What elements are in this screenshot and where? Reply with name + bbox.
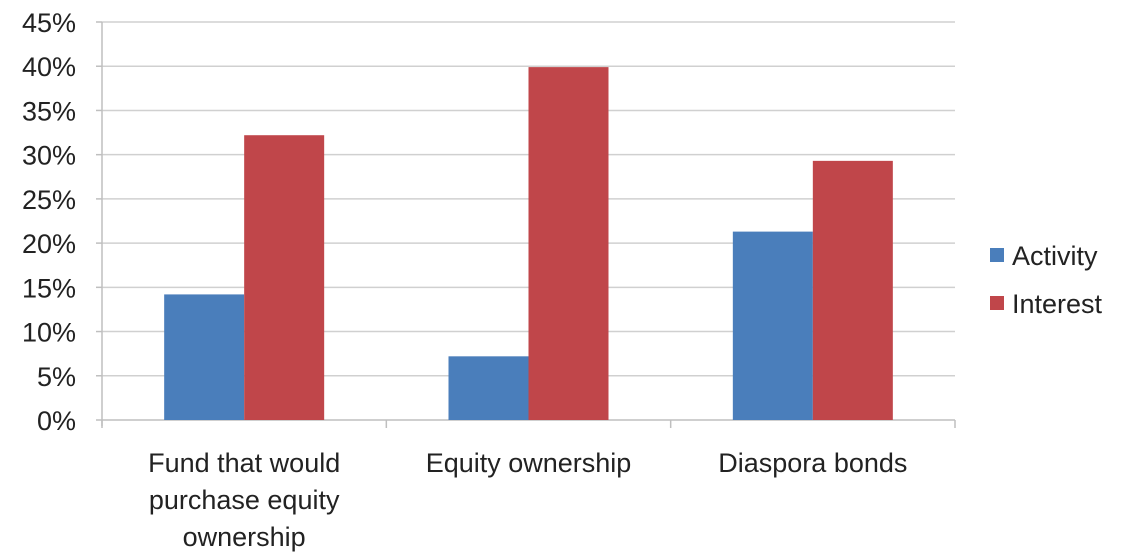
- y-tick-label: 15%: [22, 273, 76, 303]
- legend-label-interest: Interest: [1012, 289, 1103, 319]
- x-category-label: Equity ownership: [426, 448, 632, 478]
- y-tick-label: 40%: [22, 52, 76, 82]
- x-category-label: Diaspora bonds: [718, 448, 907, 478]
- y-tick-label: 10%: [22, 318, 76, 348]
- y-tick-label: 5%: [37, 362, 76, 392]
- y-tick-label: 35%: [22, 96, 76, 126]
- y-tick-label: 30%: [22, 141, 76, 171]
- y-axis-tick-labels: 0% 5% 10% 15% 20% 25% 30% 35% 40% 45%: [22, 8, 76, 436]
- bar-interest: [244, 135, 325, 420]
- bars: [164, 67, 893, 421]
- legend: Activity Interest: [990, 241, 1103, 319]
- y-tick-label: 20%: [22, 229, 76, 259]
- y-tick-label: 0%: [37, 406, 76, 436]
- bar-activity: [164, 294, 245, 420]
- x-category-label: ownership: [183, 522, 306, 552]
- bar-activity: [448, 356, 529, 420]
- bar-activity: [732, 231, 813, 420]
- bar-interest: [528, 67, 609, 421]
- x-category-label: Fund that would: [148, 448, 340, 478]
- bar-interest: [812, 160, 893, 420]
- x-category-label: purchase equity: [149, 485, 340, 515]
- y-tick-label: 25%: [22, 185, 76, 215]
- legend-label-activity: Activity: [1012, 241, 1098, 271]
- legend-swatch-activity: [990, 248, 1004, 262]
- x-axis-category-labels: Fund that would purchase equity ownership E…: [148, 448, 907, 552]
- legend-swatch-interest: [990, 296, 1004, 310]
- y-tick-label: 45%: [22, 8, 76, 38]
